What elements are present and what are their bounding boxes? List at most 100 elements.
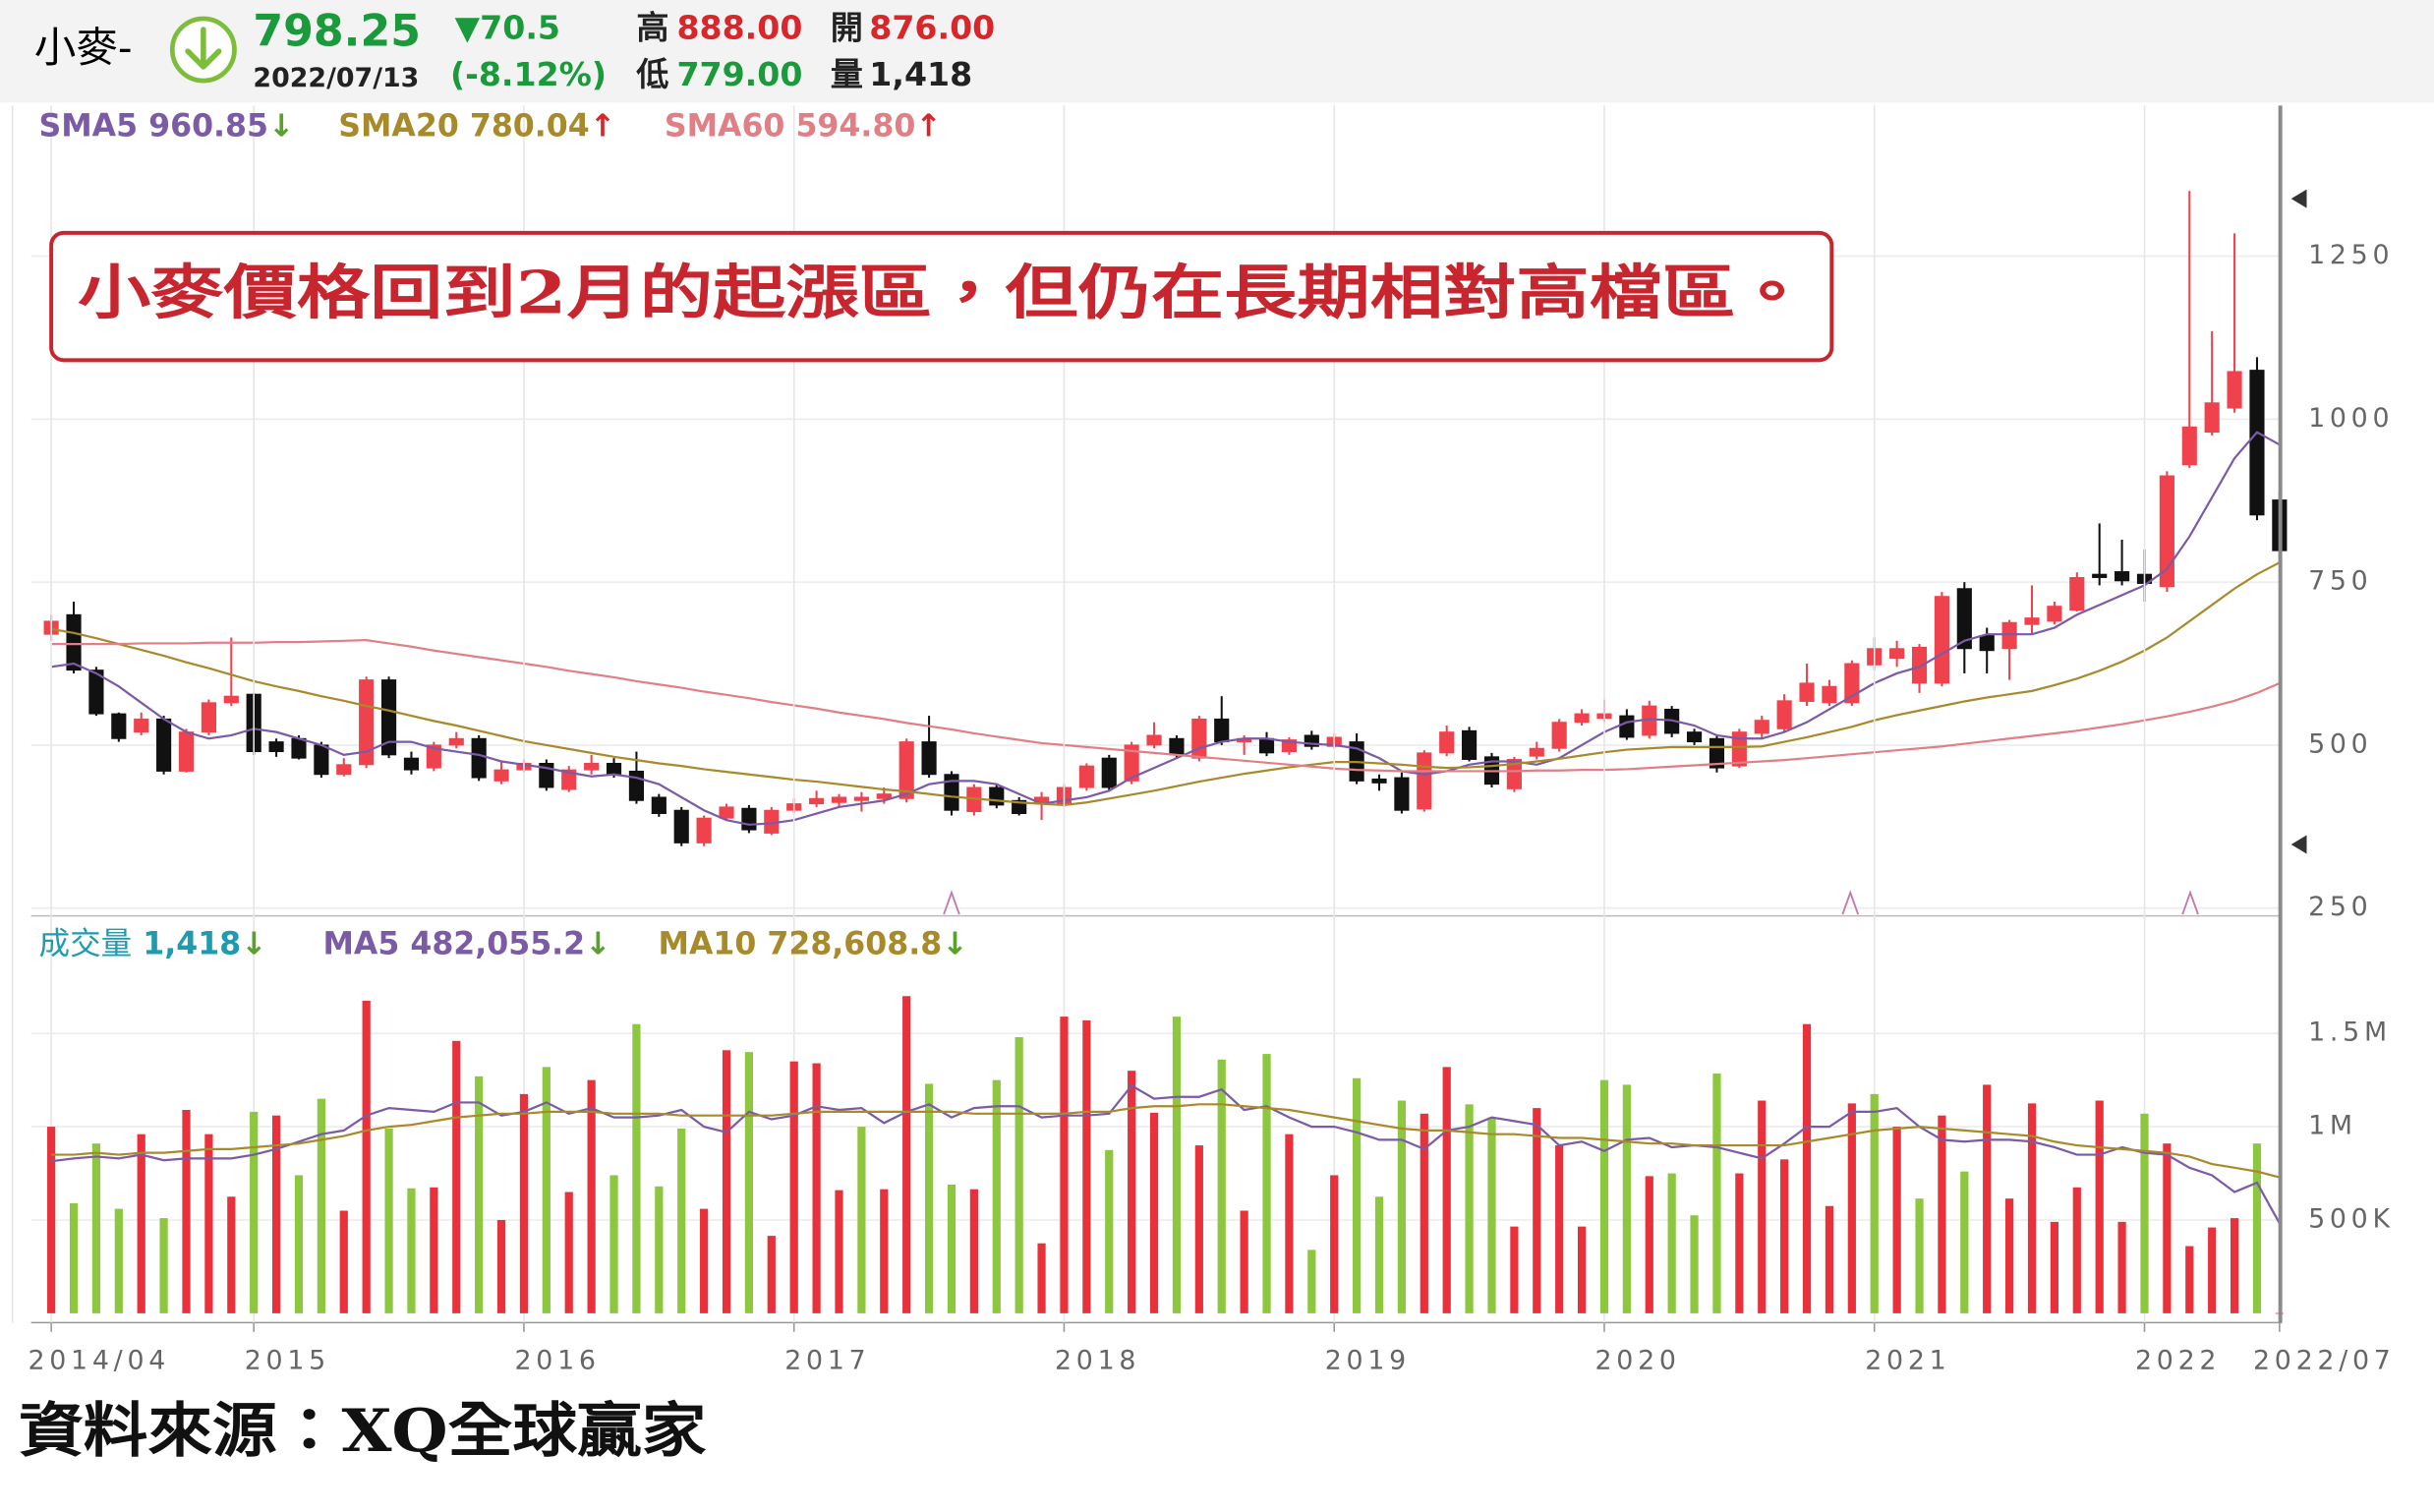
volume-bar — [1938, 1115, 1946, 1313]
legend-name: SMA20 — [338, 108, 459, 144]
open-label: 開 — [831, 9, 863, 47]
candle-body — [2092, 573, 2108, 578]
volume-bar — [1667, 1173, 1676, 1313]
x-tick-label: 2018 — [1055, 1345, 1140, 1375]
volume-bar — [496, 1219, 506, 1313]
candle-body — [1934, 596, 1949, 684]
ma-line — [51, 639, 2281, 773]
volume-bar — [1420, 1113, 1428, 1313]
candle-body — [2204, 402, 2220, 434]
candle-body — [2115, 571, 2130, 582]
legend-trend: ↓ — [585, 927, 610, 962]
plot-area: 250 500 750 1000 1250 2014/04 2015 2016 2017 2018… — [28, 105, 2396, 1375]
candle-body — [268, 741, 284, 753]
volume-bar — [857, 1127, 866, 1313]
legend-trend: ↓ — [942, 927, 967, 962]
volume-bar — [655, 1186, 664, 1313]
y-tick-label: 1000 — [2308, 403, 2394, 434]
candle-body — [1889, 648, 1905, 660]
volume-bar — [1825, 1205, 1834, 1313]
volume-bar — [2230, 1218, 2239, 1313]
candle-body — [471, 737, 487, 779]
candle-body — [2159, 475, 2174, 588]
volume-bar — [677, 1128, 686, 1313]
volume-bar — [767, 1236, 776, 1313]
y-tick-label: 1250 — [2308, 240, 2394, 270]
candle-body — [673, 809, 689, 843]
volume-bar — [609, 1175, 618, 1313]
volume-bar — [69, 1202, 79, 1313]
candle-body — [1146, 734, 1162, 746]
legend-trend: ↓ — [268, 108, 294, 144]
volume-bar — [1622, 1084, 1631, 1313]
candle-body — [1619, 715, 1635, 738]
volume-bar — [1533, 1108, 1541, 1313]
volume-bar — [1330, 1175, 1339, 1313]
volume-bar — [1870, 1093, 1879, 1313]
x-tick-label: 2022 — [2135, 1345, 2221, 1375]
legend-value: 1,418 — [143, 927, 241, 962]
volume-bar — [1172, 1017, 1182, 1313]
y-tick-label: 1M — [2308, 1111, 2357, 1141]
volume-bar — [789, 1061, 798, 1313]
candle-body — [1529, 747, 1544, 757]
price-change: ▼70.5 — [455, 9, 560, 47]
y-tick-label: 750 — [2308, 566, 2372, 597]
volume-bar — [1712, 1074, 1721, 1313]
volume-bar — [1802, 1023, 1812, 1313]
volume-bar — [744, 1052, 754, 1313]
volume-bar — [519, 1093, 529, 1313]
candle-body — [223, 695, 239, 704]
candle-body — [111, 713, 127, 739]
volume-bar — [542, 1067, 551, 1313]
legend-item: MA5 482,055.2↓ — [322, 927, 610, 962]
volume-bar — [317, 1098, 325, 1313]
volume-bar — [1240, 1210, 1248, 1313]
legend-item: SMA60 594.80↑ — [665, 108, 942, 144]
legend-trend: ↓ — [241, 927, 266, 962]
candle-body — [831, 796, 847, 803]
candle-body — [1304, 734, 1319, 747]
volume-bar — [1555, 1145, 1564, 1313]
quote-date: 2022/07/13 — [253, 63, 419, 93]
volume-bar — [2095, 1100, 2104, 1313]
high-label: 高 — [636, 9, 668, 47]
volume-bar — [339, 1210, 348, 1313]
last-price: 798.25 — [253, 7, 421, 57]
header-bar — [0, 0, 2434, 103]
volume-bar — [1285, 1134, 1294, 1313]
candle-body — [809, 797, 825, 805]
symbol-name: 小麥- — [34, 24, 133, 73]
legend-value: 960.85 — [148, 108, 268, 144]
candle-body — [2024, 617, 2040, 625]
volume-bar — [902, 996, 911, 1313]
candle-body — [1462, 729, 1478, 760]
volume-bar — [992, 1079, 1001, 1313]
volume-bar — [1599, 1079, 1609, 1313]
legend-value: 728,608.8 — [767, 927, 942, 962]
volume-bar — [114, 1208, 123, 1313]
candle-body — [2181, 426, 2197, 466]
candle-body — [1078, 765, 1094, 788]
y-tick-label: 500 — [2308, 728, 2372, 759]
volume-bar — [1307, 1250, 1316, 1313]
volume-bar — [2027, 1103, 2037, 1313]
candle-body — [448, 737, 464, 746]
volume-bar — [1758, 1100, 1767, 1313]
volume-bar — [1014, 1036, 1023, 1313]
x-tick-label: 2022/07 — [2253, 1345, 2396, 1375]
volume-bar — [1510, 1226, 1519, 1313]
source-note: 資料來源：XQ全球贏家 — [19, 1397, 707, 1466]
volume-bar — [227, 1196, 236, 1313]
volume-bar — [835, 1190, 843, 1313]
candle-body — [201, 702, 216, 733]
volume-bar — [1262, 1054, 1271, 1313]
volume-value: 1,418 — [869, 55, 972, 93]
candle-body — [1506, 759, 1522, 789]
candle-body — [1731, 731, 1747, 767]
candle-body — [1191, 718, 1207, 759]
x-tick-label: 2014/04 — [28, 1345, 170, 1375]
volume-bar — [1960, 1171, 1969, 1313]
legend-value: 780.04 — [470, 108, 590, 144]
